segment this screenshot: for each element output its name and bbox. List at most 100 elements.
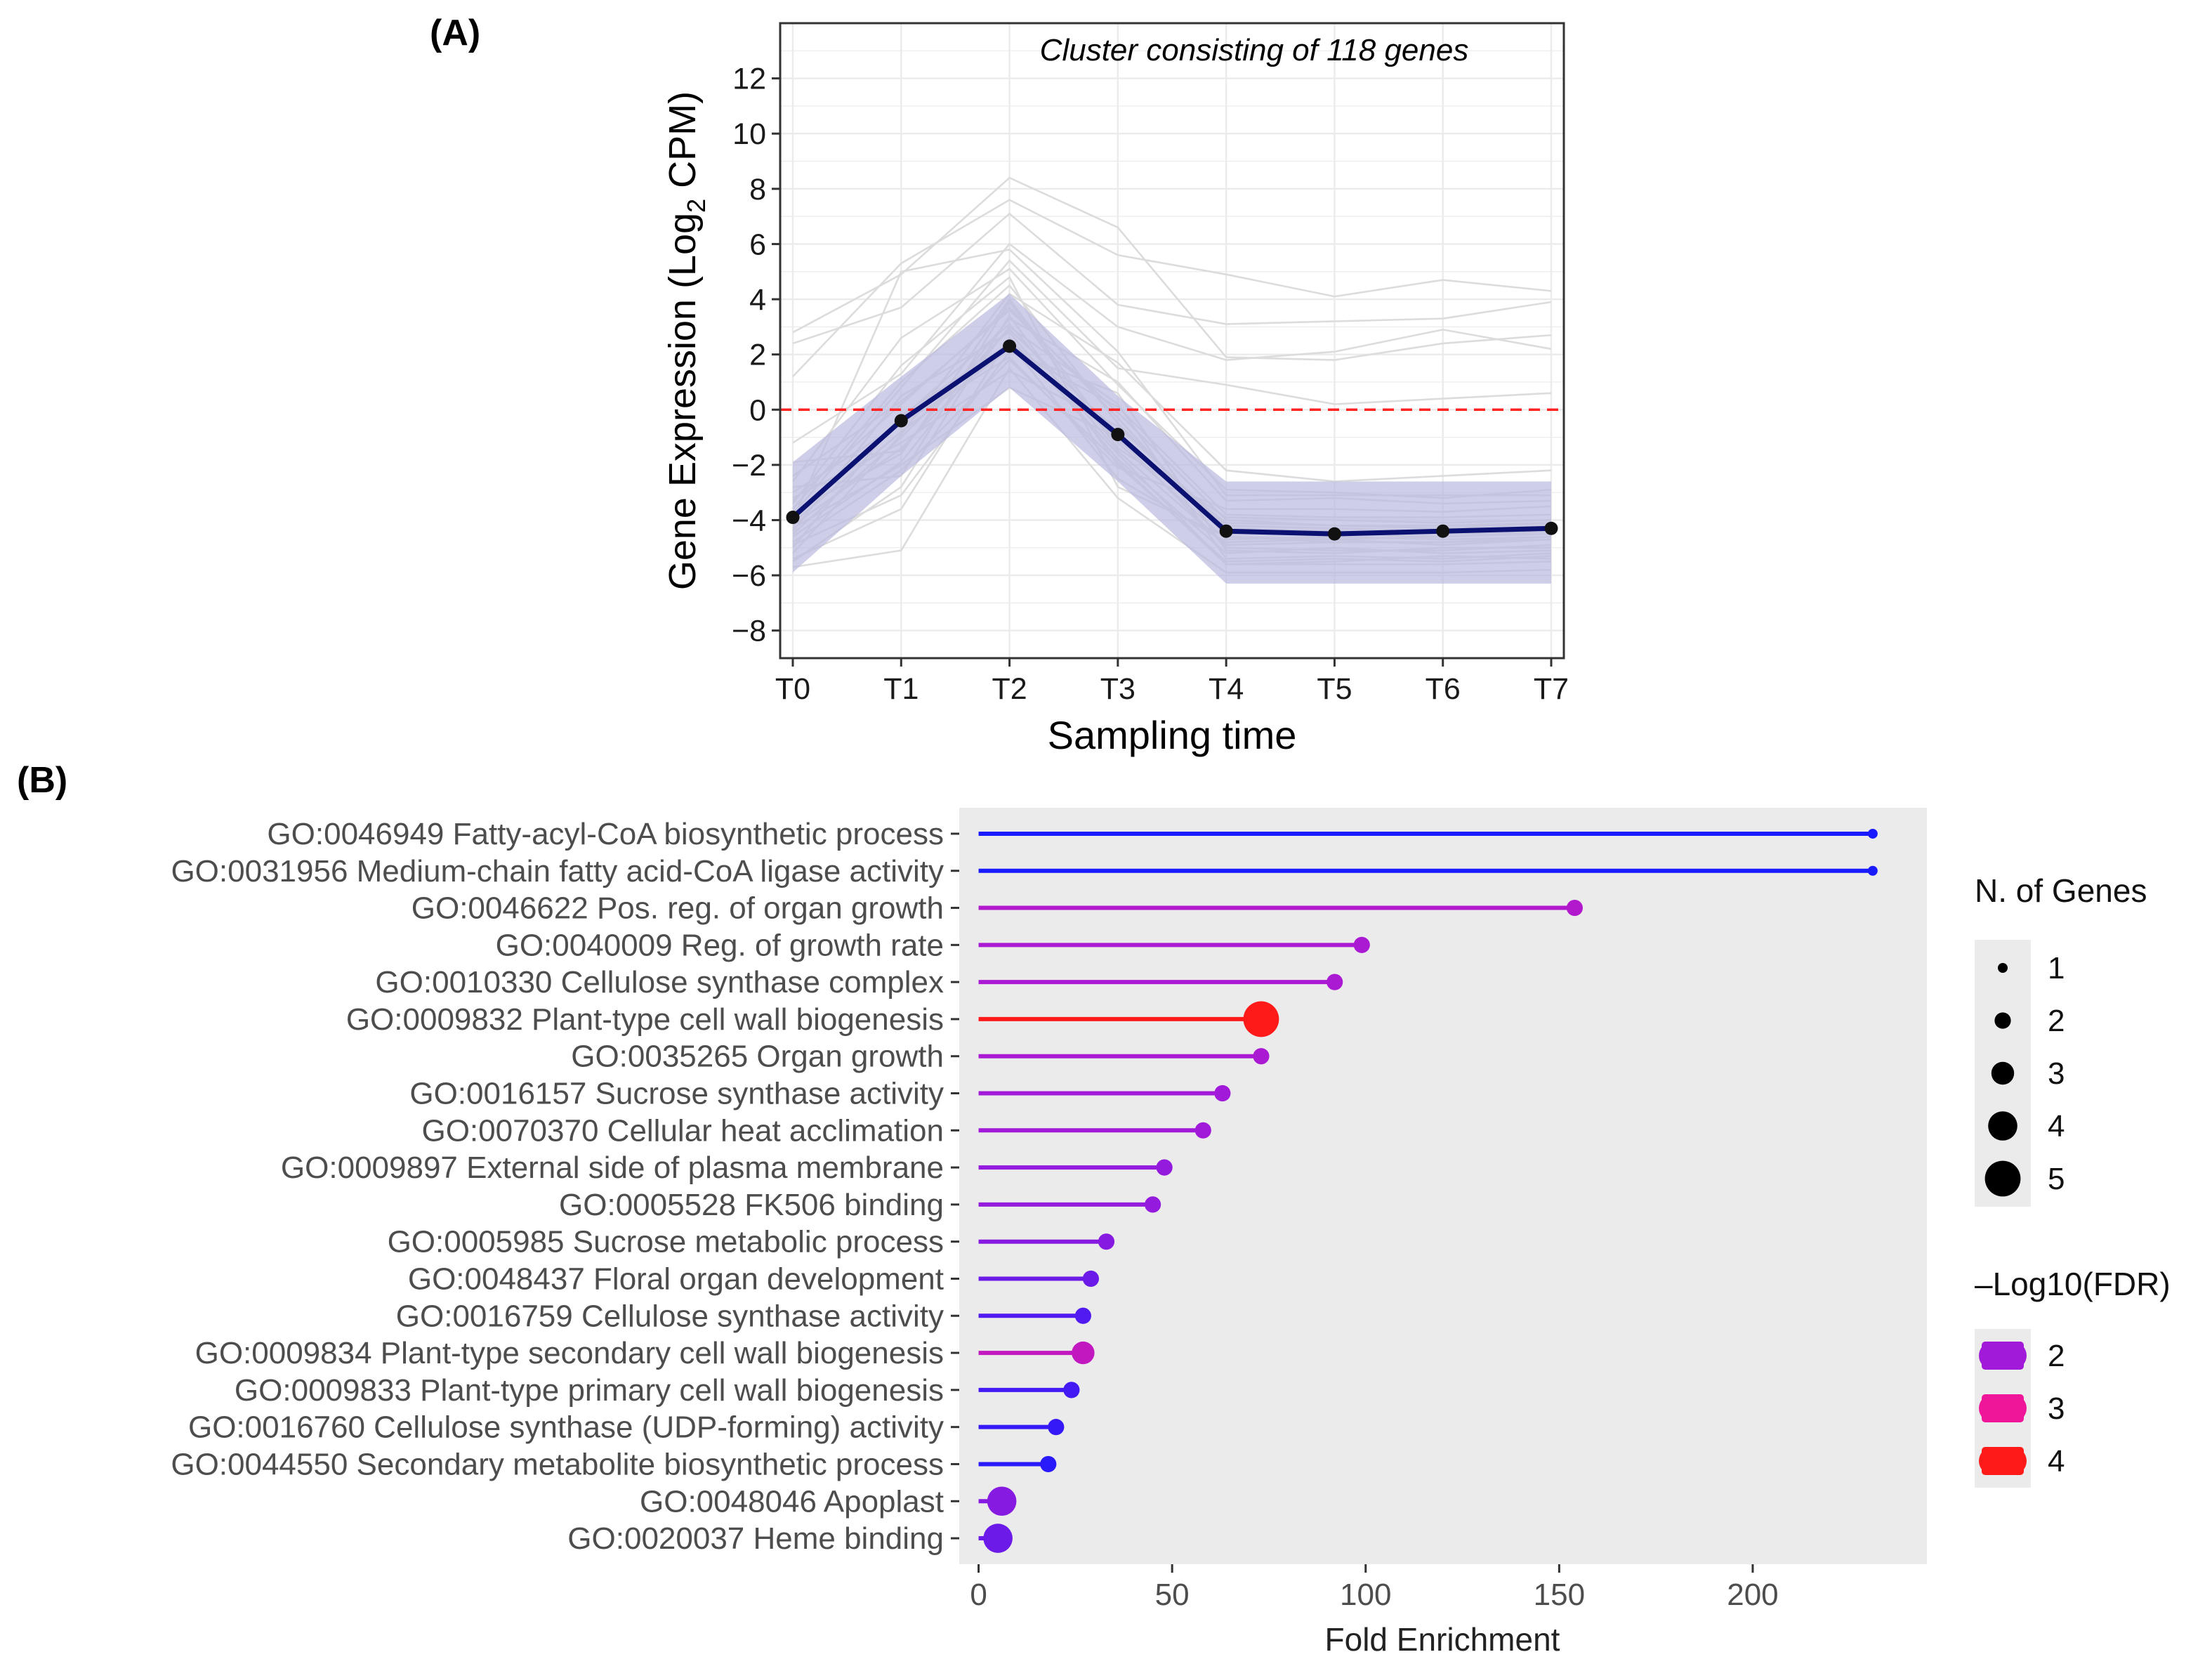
- panel-a-mean-point-t6: [1436, 524, 1450, 538]
- legend-size-key-1: [1998, 963, 2008, 973]
- panel-b-category-label: GO:0035265 Organ growth: [571, 1040, 944, 1074]
- panel-a-y-tick-label: −2: [732, 449, 766, 483]
- panel-b-category-label: GO:0048437 Floral organ development: [408, 1262, 944, 1296]
- panel-a-gene-line: [792, 199, 1552, 377]
- panel-a-title: Cluster consisting of 118 genes: [1040, 33, 1469, 67]
- panel-b-category-label: GO:0016157 Sucrose synthase activity: [409, 1077, 944, 1111]
- panel-a-y-tick-label: −4: [732, 504, 766, 537]
- lollipop-head: [1145, 1196, 1161, 1213]
- lollipop-head: [1098, 1233, 1115, 1250]
- panel-a-x-tick-label: T5: [1317, 672, 1352, 706]
- panel-b-x-tick-label: 200: [1727, 1578, 1778, 1612]
- panel-a-x-axis-title: Sampling time: [1048, 713, 1297, 757]
- panel-b-category-label: GO:0010330 Cellulose synthase complex: [375, 965, 944, 1000]
- legend-color-key-dot-left: [1979, 1394, 2007, 1422]
- panel-b-x-tick-label: 0: [970, 1578, 987, 1612]
- lollipop-head: [1243, 1001, 1279, 1037]
- panel-a-y-tick-label: 4: [749, 283, 766, 317]
- panel-a: (A) Cluster consisting of 118 genes −8 −6…: [430, 13, 1569, 757]
- panel-a-y-tick-label: 6: [749, 228, 766, 261]
- panel-a-x-tick-label: T4: [1209, 672, 1244, 706]
- panel-a-gene-line: [792, 176, 1552, 361]
- legend-color-key-dot-right: [1999, 1394, 2027, 1422]
- y-axis-title-suffix: CPM): [661, 91, 704, 199]
- panel-b-category-label: GO:0070370 Cellular heat acclimation: [421, 1113, 944, 1148]
- legend-color-key-dot-right: [1999, 1447, 2027, 1475]
- panel-b-category-label: GO:0016759 Cellulose synthase activity: [396, 1299, 944, 1333]
- legend-size-key-3: [1991, 1061, 2015, 1085]
- panel-a-x-tick-label: T6: [1426, 672, 1461, 706]
- legend-size-key-4: [1988, 1111, 2017, 1141]
- legend-size-key-5: [1984, 1160, 2021, 1197]
- panel-b-x-tick-label: 50: [1155, 1578, 1190, 1612]
- legend-size-entries: 1 2 3 4 5: [1984, 951, 2065, 1197]
- lollipop-head: [1063, 1382, 1080, 1398]
- lollipop-head: [1048, 1419, 1065, 1436]
- panel-b-category-label: GO:0005985 Sucrose metabolic process: [388, 1225, 944, 1259]
- panel-b-category-label: GO:0009897 External side of plasma membr…: [281, 1151, 944, 1185]
- legend-size-label: 3: [2048, 1056, 2065, 1091]
- panel-b-category-label: GO:0031956 Medium-chain fatty acid-CoA l…: [171, 854, 944, 889]
- panel-b-category-label: GO:0009832 Plant-type cell wall biogenes…: [346, 1002, 944, 1037]
- panel-a-y-tick-label: 12: [732, 63, 766, 96]
- legend-fdr: –Log10(FDR) 2 3 4: [1975, 1266, 2171, 1488]
- lollipop-head: [1074, 1307, 1091, 1324]
- panel-b-category-labels: GO:0046949 Fatty-acyl-CoA biosynthetic p…: [171, 817, 959, 1556]
- legend-size-title: N. of Genes: [1975, 872, 2147, 909]
- lollipop-head: [1253, 1048, 1270, 1065]
- legend-size-key-2: [1994, 1012, 2011, 1029]
- panel-a-gene-line: [792, 212, 1552, 345]
- panel-b: (B) GO:0046949 Fatty-acyl-CoA biosynthet…: [17, 760, 2171, 1658]
- lollipop-head: [987, 1486, 1017, 1516]
- panel-a-mean-point-t1: [894, 414, 908, 428]
- legend-color-title: –Log10(FDR): [1975, 1266, 2171, 1302]
- panel-a-y-tick-label: 10: [732, 117, 766, 151]
- legend-color-label: 4: [2048, 1444, 2065, 1479]
- lollipop-head: [1353, 936, 1370, 953]
- y-axis-title-prefix: Gene Expression (Log: [661, 213, 704, 590]
- panel-a-border: [779, 22, 1565, 660]
- lollipop-head: [1040, 1455, 1057, 1473]
- lollipop-head: [1566, 899, 1584, 917]
- panel-a-y-tick-label: 2: [749, 339, 766, 372]
- panel-a-mean-point-t2: [1003, 339, 1017, 353]
- panel-b-category-label: GO:0040009 Reg. of growth rate: [496, 928, 944, 962]
- panel-b-x-axis: 0 50 100 150 200: [970, 1564, 1779, 1612]
- panel-a-y-axis-title: Gene Expression (Log2 CPM): [661, 91, 711, 590]
- panel-a-y-tick-label: 0: [749, 393, 766, 427]
- legend-color-label: 2: [2048, 1339, 2065, 1373]
- panel-b-category-label: GO:0005528 FK506 binding: [559, 1188, 944, 1222]
- panel-b-plot-area: [959, 808, 1927, 1564]
- panel-b-lollipops: [978, 828, 1878, 1553]
- lollipop-head: [1214, 1084, 1231, 1102]
- panel-a-x-tick-label: T2: [992, 672, 1027, 706]
- panel-b-category-label: GO:0044550 Secondary metabolite biosynth…: [171, 1447, 944, 1481]
- panel-b-category-label: GO:0016760 Cellulose synthase (UDP-formi…: [188, 1410, 944, 1445]
- legend-size-label: 2: [2048, 1004, 2065, 1038]
- legend-size-label: 4: [2048, 1109, 2065, 1144]
- panel-a-mean-point-t0: [786, 511, 800, 525]
- panel-b-category-label: GO:0048046 Apoplast: [640, 1484, 944, 1519]
- panel-a-y-tick-label: 8: [749, 173, 766, 207]
- panel-a-y-axis: −8 −6 −4 −2 0 2 4 6 8 10 12: [732, 63, 780, 648]
- lollipop-head: [1326, 974, 1343, 990]
- panel-a-label: (A): [430, 13, 480, 53]
- panel-a-x-tick-label: T7: [1534, 672, 1569, 706]
- legend-color-entries: 2 3 4: [1975, 1329, 2065, 1488]
- lollipop-head: [1867, 828, 1878, 839]
- lollipop-head: [1156, 1159, 1173, 1176]
- panel-a-mean-point-t7: [1544, 521, 1558, 535]
- legend-color-key-dot-left: [1979, 1342, 2007, 1370]
- panel-a-x-tick-label: T0: [775, 672, 810, 706]
- panel-b-x-tick-label: 150: [1534, 1578, 1585, 1612]
- panel-a-mean-line: [791, 343, 1552, 537]
- panel-b-x-tick-label: 100: [1340, 1578, 1391, 1612]
- legend-color-key-dot-right: [1999, 1342, 2027, 1370]
- panel-a-x-axis: T0 T1 T2 T3 T4 T5 T6 T7: [775, 658, 1569, 706]
- legend-color-key-dot-left: [1979, 1447, 2007, 1475]
- lollipop-head: [1194, 1122, 1211, 1139]
- panel-a-mean-point-t5: [1327, 527, 1341, 541]
- panel-a-x-tick-label: T1: [883, 672, 919, 706]
- panel-b-category-label: GO:0009834 Plant-type secondary cell wal…: [195, 1336, 944, 1370]
- panel-a-y-tick-label: −8: [732, 615, 766, 648]
